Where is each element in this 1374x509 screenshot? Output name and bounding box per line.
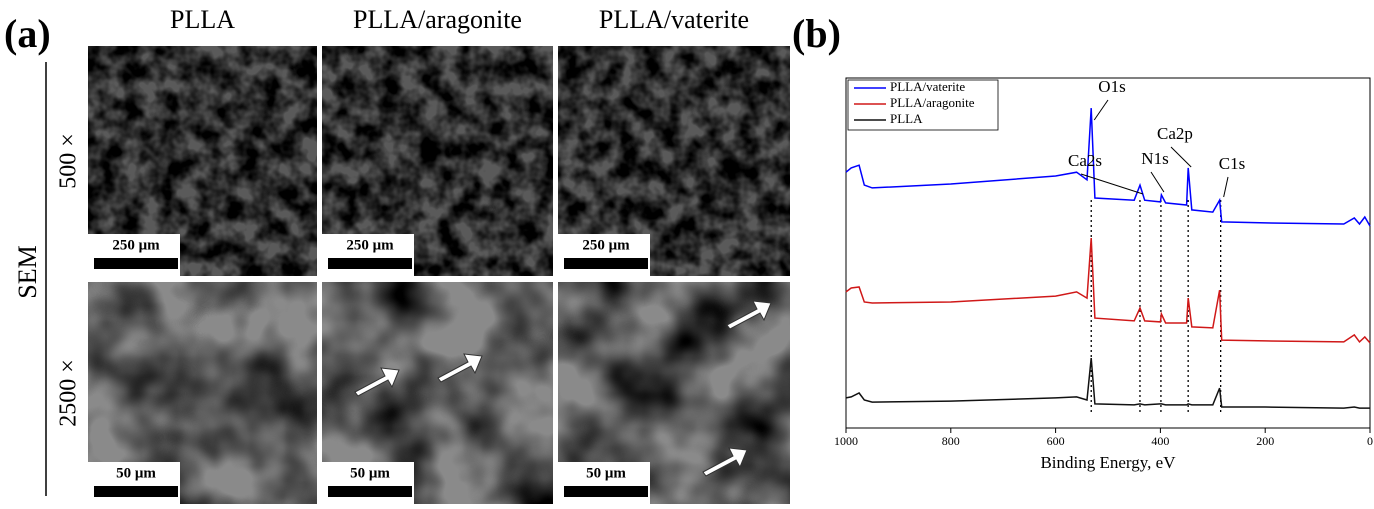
scale-bar-label: 250 μm — [112, 237, 160, 253]
spectrum-line — [846, 238, 1370, 343]
side-label: SEM — [13, 245, 42, 298]
scale-bar — [328, 486, 412, 497]
peak-arrow — [1094, 100, 1108, 120]
scale-bar-label: 250 μm — [582, 237, 630, 253]
x-tick-label: 600 — [1047, 434, 1065, 448]
x-axis-label: Binding Energy, eV — [1040, 453, 1176, 472]
peak-label: C1s — [1219, 154, 1245, 173]
scale-bar — [564, 258, 648, 269]
scale-bar — [328, 258, 412, 269]
scale-bar-label: 50 μm — [586, 465, 626, 481]
peak-arrow — [1151, 172, 1164, 192]
panel-label: (b) — [792, 11, 841, 56]
spectrum-line — [846, 358, 1370, 408]
peak-arrow — [1171, 147, 1191, 167]
scale-bar-label: 50 μm — [116, 465, 156, 481]
peak-label: Ca2s — [1068, 151, 1102, 170]
peak-label: N1s — [1141, 149, 1168, 168]
column-label: PLLA — [170, 5, 235, 34]
scale-bar — [94, 258, 178, 269]
x-tick-label: 1000 — [834, 434, 858, 448]
xps-chart: (b) 1000 800 600 400 200 0 Binding Energy, eV PL… — [792, 11, 1373, 472]
plot-frame — [846, 78, 1370, 428]
row-label: 2500 × — [56, 359, 82, 427]
scale-bar — [564, 486, 648, 497]
x-tick-label: 800 — [942, 434, 960, 448]
peak-arrow — [1224, 177, 1228, 197]
x-tick-label: 0 — [1367, 434, 1373, 448]
figure: (a) SEM PLLAPLLA/aragonitePLLA/vaterite5… — [0, 0, 1374, 504]
scale-bar-label: 50 μm — [350, 465, 390, 481]
legend-label: PLLA/vaterite — [890, 79, 965, 94]
column-label: PLLA/vaterite — [599, 5, 749, 34]
column-label: PLLA/aragonite — [353, 5, 522, 34]
legend-label: PLLA — [890, 111, 923, 126]
x-tick-label: 400 — [1151, 434, 1169, 448]
peak-arrow — [1081, 174, 1143, 194]
legend-label: PLLA/aragonite — [890, 95, 975, 110]
peak-label: O1s — [1098, 77, 1125, 96]
panel-label: (a) — [4, 11, 51, 56]
peak-label: Ca2p — [1157, 124, 1193, 143]
x-tick-label: 200 — [1256, 434, 1274, 448]
row-label: 500 × — [56, 133, 82, 189]
scale-bar — [94, 486, 178, 497]
sem-panel: (a) SEM PLLA PLLA/aragonite PLLA/vaterite 5… — [4, 5, 790, 504]
scale-bar-label: 250 μm — [346, 237, 394, 253]
